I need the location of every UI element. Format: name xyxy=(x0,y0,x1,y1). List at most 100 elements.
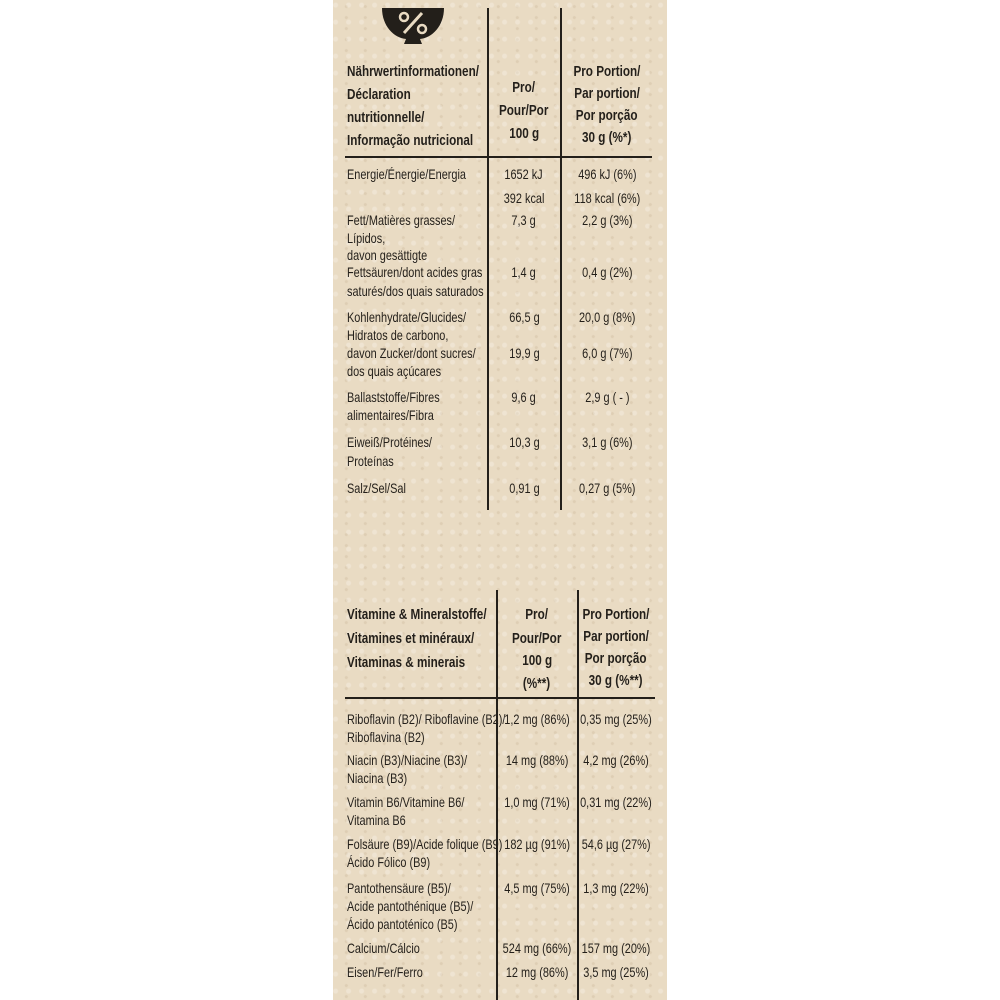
header-per-100g-text: 100 g xyxy=(522,652,552,669)
header-label-text: Vitamines et minéraux/ xyxy=(347,630,475,647)
row-label: Lípidos, xyxy=(347,230,396,246)
header-per-portion: 30 g (%**) xyxy=(566,673,666,689)
row-value-per-100g-text: 1,0 mg (71%) xyxy=(504,794,570,810)
row-value-per-100g-text: 392 kcal xyxy=(503,190,545,206)
row-value-per-100g-text: 10,3 g xyxy=(508,434,540,450)
row-value-per-portion-text: 2,9 g ( - ) xyxy=(584,389,630,405)
row-label-text: Fett/Matières grasses/ xyxy=(347,212,456,228)
header-per-portion: Par portion/ xyxy=(566,629,666,645)
row-label: Kohlenhydrate/Glucides/ xyxy=(347,309,500,325)
row-label: Hidratos de carbono, xyxy=(347,327,477,343)
row-value-per-portion-text: 2,2 g (3%) xyxy=(581,212,633,228)
row-label: Salz/Sel/Sal xyxy=(347,480,422,496)
header-per-100g-text: Pour/Por xyxy=(499,102,549,119)
row-label-text: Proteínas xyxy=(347,453,394,469)
row-label-text: Vitamina B6 xyxy=(347,812,406,828)
column-divider xyxy=(577,590,579,1000)
row-label-text: Salz/Sel/Sal xyxy=(347,480,406,496)
header-label: Vitamine & Mineralstoffe/ xyxy=(347,607,526,623)
header-per-portion: Pro Portion/ xyxy=(566,607,666,623)
row-label: Proteínas xyxy=(347,453,407,469)
row-label: Niacina (B3) xyxy=(347,770,424,786)
row-value-per-portion: 118 kcal (6%) xyxy=(552,190,662,206)
row-value-per-100g-text: 1,4 g xyxy=(511,264,537,280)
row-value-per-100g-text: 12 mg (86%) xyxy=(505,964,569,980)
row-value-per-100g: 392 kcal xyxy=(474,190,574,206)
row-label-text: saturés/dos quais saturados xyxy=(347,283,484,299)
header-per-100g: 100 g xyxy=(497,653,577,669)
row-label-text: Lípidos, xyxy=(347,230,386,246)
row-value-per-100g: 14 mg (88%) xyxy=(487,752,587,768)
row-label-text: Vitamin B6/Vitamine B6/ xyxy=(347,794,465,810)
header-label-text: Informação nutricional xyxy=(347,132,474,149)
row-label-text: Eiweiß/Protéines/ xyxy=(347,434,432,450)
row-value-per-100g: 12 mg (86%) xyxy=(487,964,587,980)
row-value-per-portion: 4,2 mg (26%) xyxy=(561,752,671,768)
row-label: Pantothensäure (B5)/ xyxy=(347,880,480,896)
row-label: Fettsäuren/dont acides gras xyxy=(347,264,521,280)
header-per-portion: Par portion/ xyxy=(557,86,657,102)
header-label: Informação nutricional xyxy=(347,133,509,149)
row-label: Niacin (B3)/Niacine (B3)/ xyxy=(347,752,501,768)
header-label: Nährwertinformationen/ xyxy=(347,64,516,80)
header-per-portion-text: Por porção xyxy=(585,650,647,667)
column-divider xyxy=(560,8,562,510)
percent-bowl-icon xyxy=(382,8,444,44)
header-per-100g-text: Pro/ xyxy=(525,606,549,623)
row-value-per-100g-text: 7,3 g xyxy=(511,212,537,228)
row-label-text: Eisen/Fer/Ferro xyxy=(347,964,423,980)
row-label: Folsäure (B9)/Acide folique (B9) xyxy=(347,836,546,852)
row-label-text: Acide pantothénique (B5)/ xyxy=(347,898,474,914)
row-label: saturés/dos quais saturados xyxy=(347,283,522,299)
row-label-text: dos quais açúcares xyxy=(347,363,442,379)
row-value-per-100g-text: 0,91 g xyxy=(508,480,540,496)
row-value-per-100g: 66,5 g xyxy=(474,309,574,325)
row-label: dos quais açúcares xyxy=(347,363,468,379)
row-label: Eiweiß/Protéines/ xyxy=(347,434,456,450)
row-label: davon Zucker/dont sucres/ xyxy=(347,345,512,361)
row-value-per-100g: 1652 kJ xyxy=(474,166,574,182)
row-value-per-portion: 54,6 µg (27%) xyxy=(561,836,671,852)
row-value-per-portion: 20,0 g (8%) xyxy=(552,309,662,325)
header-per-portion: Por porção xyxy=(557,108,657,124)
row-value-per-100g-text: 14 mg (88%) xyxy=(505,752,569,768)
header-label-text: Vitaminas & minerais xyxy=(347,654,466,671)
header-label: Vitamines et minéraux/ xyxy=(347,631,510,647)
row-label-text: Fettsäuren/dont acides gras xyxy=(347,264,483,280)
row-value-per-portion: 2,9 g ( - ) xyxy=(552,389,662,405)
header-per-100g: (%**) xyxy=(497,676,577,692)
row-value-per-portion: 0,35 mg (25%) xyxy=(561,711,671,727)
row-label: Eisen/Fer/Ferro xyxy=(347,964,444,980)
header-per-portion-text: Por porção xyxy=(576,107,638,124)
header-per-portion: 30 g (%*) xyxy=(557,130,657,146)
row-label-text: Niacina (B3) xyxy=(347,770,408,786)
header-per-portion: Por porção xyxy=(566,651,666,667)
header-label-text: Nährwertinformationen/ xyxy=(347,63,479,80)
row-label-text: alimentaires/Fibra xyxy=(347,407,434,423)
row-value-per-100g-text: 66,5 g xyxy=(508,309,540,325)
row-value-per-portion-text: 3,5 mg (25%) xyxy=(583,964,649,980)
row-value-per-100g-text: 1,2 mg (86%) xyxy=(504,711,570,727)
row-value-per-portion: 2,2 g (3%) xyxy=(552,212,662,228)
row-value-per-portion-text: 4,2 mg (26%) xyxy=(583,752,649,768)
header-per-100g: Pro/ xyxy=(497,607,577,623)
column-divider xyxy=(496,590,498,1000)
row-value-per-portion: 0,31 mg (22%) xyxy=(561,794,671,810)
header-per-100g: Pro/ xyxy=(484,80,564,96)
row-value-per-portion-text: 54,6 µg (27%) xyxy=(581,836,651,852)
row-label-text: davon gesättigte xyxy=(347,247,428,263)
header-label-text: nutritionnelle/ xyxy=(347,109,425,126)
row-value-per-100g-text: 19,9 g xyxy=(508,345,540,361)
row-label-text: Energie/Énergie/Energia xyxy=(347,166,466,182)
header-per-portion: Pro Portion/ xyxy=(557,64,657,80)
header-per-portion-text: Par portion/ xyxy=(583,628,649,645)
row-label-text: Folsäure (B9)/Acide folique (B9) xyxy=(347,836,503,852)
row-value-per-portion: 3,5 mg (25%) xyxy=(561,964,671,980)
row-label: Fett/Matières grasses/ xyxy=(347,212,486,228)
header-per-100g-text: Pro/ xyxy=(512,79,536,96)
row-value-per-portion-text: 6,0 g (7%) xyxy=(581,345,633,361)
header-label-text: Vitamine & Mineralstoffe/ xyxy=(347,606,487,623)
row-label: Calcium/Cálcio xyxy=(347,940,440,956)
header-label: Déclaration xyxy=(347,87,429,103)
row-value-per-portion-text: 0,4 g (2%) xyxy=(581,264,633,280)
